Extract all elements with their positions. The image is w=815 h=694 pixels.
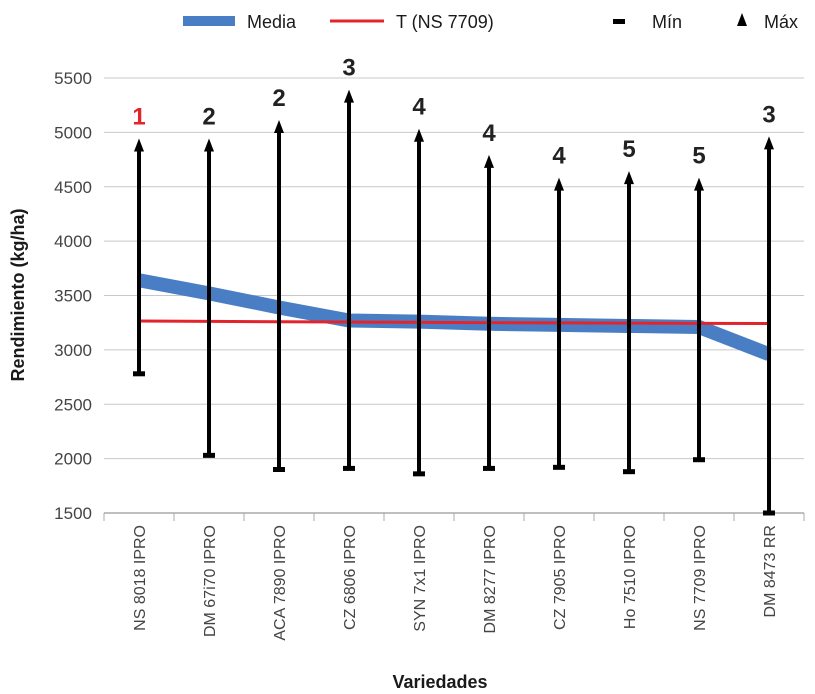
min-marker [133, 371, 145, 377]
legend-label-t: T (NS 7709) [396, 12, 494, 32]
min-marker [343, 465, 355, 471]
min-marker [203, 452, 215, 458]
media-line [137, 273, 772, 361]
min-marker [413, 471, 425, 477]
legend-item-t: T (NS 7709) [330, 12, 494, 32]
y-tick-label: 3500 [54, 287, 92, 306]
rank-label: 1 [132, 104, 145, 131]
rank-label: 5 [692, 143, 705, 170]
min-marker [273, 467, 285, 472]
legend: Media T (NS 7709) Mín Máx [183, 12, 798, 32]
max-marker [554, 177, 564, 191]
x-tick-label: ACA 7890 IPRO [272, 525, 289, 641]
y-tick-label: 2500 [54, 395, 92, 414]
max-marker [764, 136, 774, 150]
rank-label: 5 [622, 136, 635, 163]
y-tick-label: 4500 [54, 178, 92, 197]
series-lines [137, 273, 772, 361]
legend-item-min: Mín [613, 12, 682, 32]
max-marker [624, 171, 634, 185]
rank-labels: 1 2 2 3 4 4 4 5 5 3 [132, 55, 775, 170]
y-axis-title: Rendimiento (kg/ha) [8, 208, 28, 381]
y-tick-label: 4000 [54, 232, 92, 251]
range-bars [133, 89, 775, 516]
rank-label: 4 [482, 120, 496, 147]
y-tick-label: 3000 [54, 341, 92, 360]
rank-label: 3 [762, 101, 775, 128]
max-marker [204, 138, 214, 152]
max-marker [274, 120, 284, 134]
legend-label-max: Máx [764, 12, 798, 32]
y-axis-ticks: 1500 2000 2500 3000 3500 4000 4500 5000 5500 [54, 69, 92, 523]
legend-label-min: Mín [652, 12, 682, 32]
x-tick-label: CZ 7905 IPRO [552, 525, 569, 630]
min-marker [623, 469, 635, 475]
x-tick-label: DM 67i70 IPRO [202, 525, 219, 637]
y-tick-label: 5500 [54, 69, 92, 88]
x-tick-label: DM 8277 IPRO [482, 525, 499, 633]
x-axis: NS 8018 IPRO DM 67i70 IPRO ACA 7890 IPRO CZ… [103, 512, 805, 641]
min-marker [763, 510, 775, 516]
legend-swatch-media [183, 16, 235, 26]
x-tick-label: SYN 7x1 IPRO [412, 525, 429, 632]
max-marker [414, 128, 424, 142]
rank-label: 2 [272, 85, 285, 112]
min-marker [553, 464, 565, 470]
rank-label: 2 [202, 104, 215, 131]
min-marker [693, 457, 705, 463]
legend-swatch-min [613, 19, 625, 24]
max-marker [694, 177, 704, 191]
legend-item-max: Máx [737, 12, 798, 32]
x-tick-label: NS 8018 IPRO [132, 525, 149, 631]
x-tick-label: CZ 6806 IPRO [342, 525, 359, 630]
x-tick-label: Ho 7510 IPRO [622, 525, 639, 629]
y-tick-label: 5000 [54, 123, 92, 142]
y-tick-label: 1500 [54, 504, 92, 523]
legend-item-media: Media [183, 12, 297, 32]
t-ns7709-line [138, 319, 770, 326]
y-tick-label: 2000 [54, 450, 92, 469]
max-marker [484, 154, 494, 168]
max-marker [344, 89, 354, 103]
x-tick-label: DM 8473 RR [762, 525, 779, 617]
legend-swatch-max [737, 13, 747, 26]
min-marker [483, 465, 495, 471]
rank-label: 4 [412, 94, 426, 121]
rank-label: 4 [552, 143, 566, 170]
legend-label-media: Media [247, 12, 297, 32]
max-marker [134, 138, 144, 152]
x-tick-label: NS 7709 IPRO [692, 525, 709, 631]
x-axis-title: Variedades [392, 672, 487, 692]
rank-label: 3 [342, 55, 355, 82]
